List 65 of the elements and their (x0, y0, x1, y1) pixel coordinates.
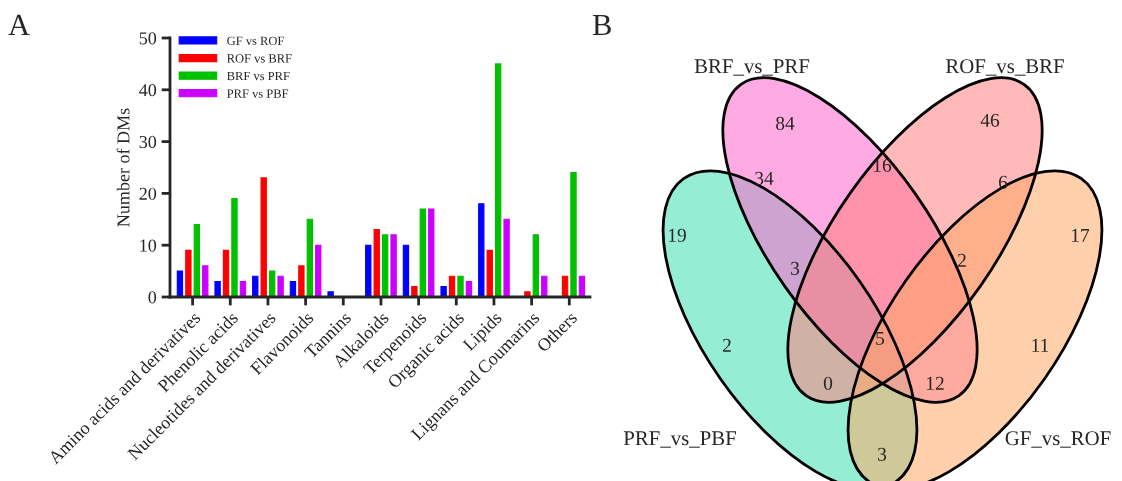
text: 84 (776, 116, 795, 130)
bar (260, 177, 267, 297)
y-tick-label: 20 (139, 187, 157, 200)
bar (402, 244, 410, 297)
bar (202, 265, 209, 297)
legend-label: GF vs ROF (227, 36, 284, 46)
text: 3 (878, 447, 887, 461)
text: B (592, 14, 611, 36)
bar (524, 291, 531, 297)
text: 12 (926, 376, 944, 390)
bar (277, 275, 284, 297)
y-tick-label: 40 (139, 84, 157, 97)
bar (503, 218, 510, 297)
bar (541, 275, 548, 297)
bar (214, 280, 221, 297)
bar (193, 223, 201, 297)
text: ROF_vs_BRF (945, 59, 1064, 76)
bar (268, 270, 276, 297)
text: 17 (1071, 228, 1090, 242)
text: 3 (791, 261, 800, 275)
bar (231, 198, 238, 297)
bar (570, 172, 577, 297)
text: 46 (980, 113, 1000, 127)
text: 16 (873, 158, 892, 172)
bar (185, 249, 192, 297)
y-tick-label: 0 (148, 291, 157, 304)
text: 0 (823, 376, 833, 390)
bar (419, 208, 427, 297)
text: GF_vs_ROF (1005, 431, 1111, 448)
bar (298, 265, 305, 297)
chart-title: A (8, 14, 30, 35)
text: 2 (722, 338, 731, 352)
bar (440, 286, 447, 297)
bar (252, 275, 259, 297)
y-tick-label: 30 (139, 135, 157, 149)
bar (306, 218, 314, 297)
text: BRF_vs_PRF (694, 59, 810, 76)
text: 34 (755, 171, 774, 185)
text: 19 (668, 228, 686, 242)
bar (365, 244, 372, 297)
bar (390, 234, 397, 297)
bar (494, 63, 502, 297)
bar (176, 270, 184, 297)
bar (428, 208, 435, 297)
text: 5 (876, 331, 885, 345)
legend-label: PRF vs PBF (227, 89, 289, 98)
y-tick-label: 10 (140, 239, 157, 252)
text: 11 (1032, 338, 1049, 352)
legend-label: BRF vs PRF (227, 71, 290, 81)
text: 6 (998, 175, 1008, 189)
bar (222, 249, 230, 297)
text: PRF_vs_PBF (623, 431, 736, 448)
bar (411, 286, 418, 297)
bar (381, 234, 389, 297)
bar (478, 203, 485, 297)
bar (373, 229, 380, 297)
y-axis-title: Number of DMs (116, 108, 130, 227)
text: 2 (957, 253, 966, 267)
bar (457, 275, 464, 297)
bar (327, 291, 334, 297)
bar (486, 249, 493, 297)
y-tick-label: 50 (139, 32, 157, 45)
bar (532, 234, 540, 297)
legend-label: ROF vs BRF (227, 54, 292, 63)
bar (315, 244, 322, 297)
